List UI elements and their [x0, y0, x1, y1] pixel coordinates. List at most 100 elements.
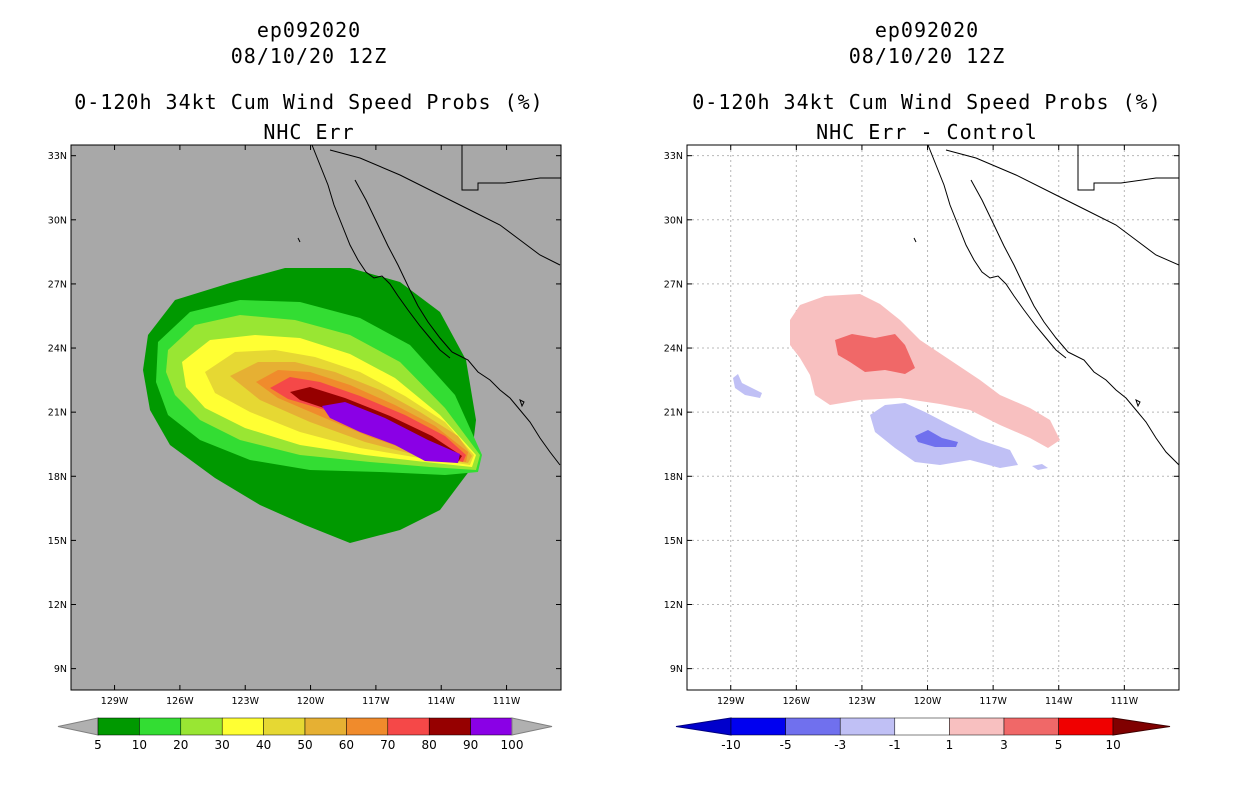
- left-x-axis: 129W 126W 123W 120W 117W 114W 111W: [101, 145, 521, 707]
- right-colorbar-label: 1: [946, 738, 954, 752]
- right-colorbar-label: 10: [1106, 738, 1121, 752]
- right-y-tick-label: 33N: [664, 151, 683, 162]
- left-colorbar-swatch: [304, 717, 347, 736]
- left-y-tick-label: 33N: [48, 151, 67, 162]
- right-y-tick-label: 24N: [664, 344, 683, 355]
- right-colorbar-label: -3: [834, 738, 846, 752]
- right-colorbar-swatch: [785, 717, 841, 736]
- left-colorbar-over-arrow: [511, 717, 553, 736]
- left-x-tick-label: 111W: [493, 696, 521, 707]
- right-colorbar-swatch: [894, 717, 950, 736]
- right-colorbar-label: -10: [721, 738, 741, 752]
- right-y-tick-label: 27N: [664, 279, 683, 290]
- right-y-tick-label: 12N: [664, 600, 683, 611]
- right-x-tick-label: 114W: [1045, 696, 1073, 707]
- left-colorbar-label: 5: [94, 738, 102, 752]
- right-x-tick-label: 117W: [979, 696, 1007, 707]
- left-colorbar-swatch: [221, 717, 264, 736]
- left-y-tick-label: 15N: [48, 536, 67, 547]
- left-colorbar-label: 50: [297, 738, 312, 752]
- right-y-tick-label: 21N: [664, 408, 683, 419]
- right-colorbar-swatch: [839, 717, 896, 736]
- diff-negative-light-left: [733, 374, 762, 398]
- left-colorbar-label: 20: [173, 738, 188, 752]
- left-colorbar-under-arrow: [57, 717, 99, 736]
- right-x-axis: 129W 126W 123W 120W 117W 114W 111W: [717, 145, 1139, 707]
- left-x-tick-label: 126W: [166, 696, 194, 707]
- left-colorbar-swatch: [180, 717, 223, 736]
- right-chart-subtitle: NHC Err - Control: [816, 120, 1038, 144]
- right-y-tick-label: 30N: [664, 215, 683, 226]
- right-y-tick-label: 18N: [664, 472, 683, 483]
- left-colorbar-swatch: [470, 717, 513, 736]
- left-colorbar-swatch: [346, 717, 389, 736]
- right-map-frame: [686, 144, 1180, 691]
- right-gridlines: [687, 145, 1179, 690]
- left-x-tick-label: 129W: [101, 696, 129, 707]
- left-colorbar: 5 10 20 30 40 50 60 70 80 90 100: [57, 717, 553, 752]
- left-colorbar-label: 60: [339, 738, 354, 752]
- right-difference-contours: [733, 145, 1179, 470]
- left-x-tick-label: 123W: [231, 696, 259, 707]
- diff-positive-medium: [835, 334, 915, 374]
- left-y-tick-label: 24N: [48, 344, 67, 355]
- right-x-tick-label: 120W: [914, 696, 942, 707]
- left-colorbar-label: 40: [256, 738, 271, 752]
- right-x-tick-label: 129W: [717, 696, 745, 707]
- diff-negative-light: [870, 403, 1018, 468]
- left-colorbar-swatch: [428, 717, 471, 736]
- right-chart-title: 0-120h 34kt Cum Wind Speed Probs (%): [692, 90, 1162, 114]
- right-y-axis: 33N 30N 27N 24N 21N 18N 15N 12N 9N: [664, 151, 1179, 675]
- left-colorbar-label: 90: [463, 738, 478, 752]
- right-colorbar-label: 5: [1055, 738, 1063, 752]
- left-map-frame: [70, 144, 562, 691]
- diff-negative-light-right: [1032, 464, 1048, 470]
- left-y-tick-label: 27N: [48, 279, 67, 290]
- right-colorbar-label: -5: [780, 738, 792, 752]
- right-colorbar-over-arrow: [1112, 717, 1171, 736]
- left-datetime: 08/10/20 12Z: [230, 44, 388, 68]
- right-colorbar-swatch: [1003, 717, 1059, 736]
- left-chart-subtitle: NHC Err: [263, 120, 355, 144]
- left-y-axis: 33N 30N 27N 24N 21N 18N 15N 12N 9N: [48, 151, 561, 675]
- left-colorbar-label: 70: [380, 738, 395, 752]
- left-probability-contours: [143, 145, 561, 543]
- left-y-tick-label: 9N: [54, 664, 67, 675]
- left-y-tick-label: 12N: [48, 600, 67, 611]
- left-y-tick-label: 21N: [48, 408, 67, 419]
- left-colorbar-swatch: [387, 717, 430, 736]
- right-x-tick-label: 126W: [783, 696, 811, 707]
- right-colorbar-label: -1: [889, 738, 901, 752]
- right-colorbar-swatch: [949, 717, 1005, 736]
- diff-positive-light: [790, 294, 1060, 448]
- left-x-tick-label: 114W: [427, 696, 455, 707]
- left-x-tick-label: 117W: [362, 696, 390, 707]
- left-colorbar-swatch: [97, 717, 140, 736]
- left-chart-title: 0-120h 34kt Cum Wind Speed Probs (%): [74, 90, 544, 114]
- right-x-tick-label: 123W: [848, 696, 876, 707]
- right-x-tick-label: 111W: [1111, 696, 1139, 707]
- diff-negative-medium: [915, 430, 958, 447]
- left-colorbar-swatch: [139, 717, 182, 736]
- left-y-tick-label: 18N: [48, 472, 67, 483]
- right-colorbar-swatch: [730, 717, 786, 736]
- prob-contour-90: [322, 402, 460, 463]
- right-colorbar-label: 3: [1000, 738, 1008, 752]
- left-colorbar-label: 10: [132, 738, 147, 752]
- left-y-tick-label: 30N: [48, 215, 67, 226]
- left-colorbar-label: 30: [215, 738, 230, 752]
- left-colorbar-label: 80: [422, 738, 437, 752]
- left-x-tick-label: 120W: [297, 696, 325, 707]
- left-coastline: [297, 145, 561, 466]
- left-storm-id: ep092020: [256, 18, 362, 42]
- right-colorbar-under-arrow: [675, 717, 732, 736]
- right-storm-id: ep092020: [874, 18, 980, 42]
- right-coastline: [913, 145, 1179, 466]
- right-colorbar: -10 -5 -3 -1 1 3 5 10: [675, 717, 1171, 752]
- left-colorbar-swatch: [263, 717, 306, 736]
- right-colorbar-swatch: [1058, 717, 1114, 736]
- right-datetime: 08/10/20 12Z: [848, 44, 1006, 68]
